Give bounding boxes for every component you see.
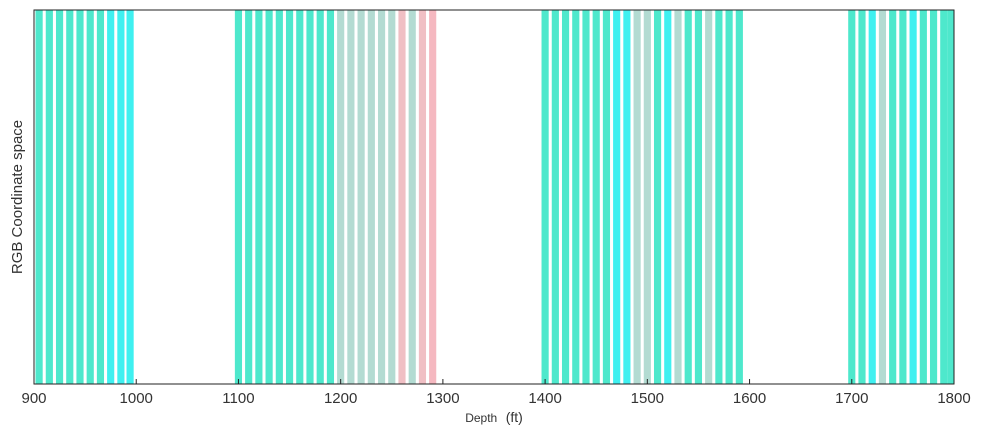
bar-1700 bbox=[848, 10, 856, 384]
bar-925 bbox=[55, 10, 64, 384]
bar-1100 bbox=[234, 10, 243, 384]
bar-935 bbox=[66, 10, 74, 384]
bar-994 bbox=[126, 10, 134, 384]
bar-1510 bbox=[653, 10, 662, 384]
plot-frame bbox=[33, 9, 955, 385]
bar-1790 bbox=[940, 10, 948, 384]
bar-1480 bbox=[623, 10, 631, 384]
bar-1570 bbox=[715, 10, 723, 384]
bar-1520 bbox=[664, 10, 672, 384]
bar-1770 bbox=[919, 10, 927, 384]
bar-1530 bbox=[674, 10, 682, 384]
bar-1560 bbox=[705, 10, 713, 384]
bar-1240 bbox=[377, 10, 386, 384]
x-tick-label-900: 900 bbox=[21, 390, 46, 407]
bar-1290 bbox=[429, 10, 437, 384]
bar-1400 bbox=[541, 10, 549, 384]
x-tick-label-1300: 1300 bbox=[426, 390, 459, 407]
bars-group bbox=[35, 10, 954, 384]
x-axis-label: Depth (ft) bbox=[465, 409, 523, 426]
bar-1410 bbox=[551, 10, 559, 384]
bar-1750 bbox=[899, 10, 907, 384]
bar-1540 bbox=[684, 10, 692, 384]
bar-1130 bbox=[265, 10, 273, 384]
bar-1420 bbox=[561, 10, 570, 384]
x-tick-label-1700: 1700 bbox=[835, 390, 868, 407]
x-tick-label-1100: 1100 bbox=[222, 390, 254, 407]
bar-1430 bbox=[572, 10, 580, 384]
bar-915 bbox=[45, 10, 53, 384]
bar-1720 bbox=[868, 10, 876, 384]
bar-1760 bbox=[909, 10, 917, 384]
x-axis-label-text: Depth bbox=[465, 411, 497, 425]
bar-1580 bbox=[725, 10, 733, 384]
bar-1200 bbox=[337, 10, 345, 384]
bar-1260 bbox=[398, 10, 406, 384]
bar-975 bbox=[107, 10, 115, 384]
x-tick-label-1200: 1200 bbox=[324, 390, 357, 407]
bar-945 bbox=[76, 10, 84, 384]
bar-1210 bbox=[347, 10, 355, 384]
bar-1590 bbox=[735, 10, 743, 384]
x-tick-label-1800: 1800 bbox=[937, 390, 970, 407]
bar-905 bbox=[35, 10, 43, 384]
bar-1160 bbox=[296, 10, 304, 384]
bar-1270 bbox=[408, 10, 416, 384]
bar-1110 bbox=[245, 10, 253, 384]
bar-1220 bbox=[357, 10, 365, 384]
bar-1460 bbox=[602, 10, 611, 384]
x-tick-label-1400: 1400 bbox=[528, 390, 561, 407]
bar-1280 bbox=[418, 10, 427, 384]
bar-1550 bbox=[694, 10, 703, 384]
bar-955 bbox=[86, 10, 94, 384]
bar-1150 bbox=[285, 10, 294, 384]
bar-1450 bbox=[592, 10, 600, 384]
x-tick-label-1600: 1600 bbox=[733, 390, 766, 407]
bar-965 bbox=[96, 10, 105, 384]
bar-1230 bbox=[367, 10, 375, 384]
x-tick-label-1500: 1500 bbox=[631, 390, 664, 407]
x-tick-label-1000: 1000 bbox=[120, 390, 153, 407]
bar-1250 bbox=[388, 10, 396, 384]
bar-1797 bbox=[947, 10, 954, 384]
x-axis-label-unit: (ft) bbox=[506, 409, 523, 425]
y-axis-label: RGB Coordinate space bbox=[9, 120, 26, 274]
bar-1780 bbox=[929, 10, 938, 384]
x-axis-ticks: 900 1000 1100 1200 1300 1400 1500 1600 1700 1800 bbox=[21, 379, 971, 407]
bar-1440 bbox=[582, 10, 590, 384]
bar-985 bbox=[117, 10, 125, 384]
bar-1470 bbox=[613, 10, 621, 384]
bar-1500 bbox=[643, 10, 651, 384]
bar-1490 bbox=[633, 10, 641, 384]
bar-1140 bbox=[275, 10, 283, 384]
bar-1170 bbox=[306, 10, 314, 384]
bar-1710 bbox=[858, 10, 866, 384]
bar-1740 bbox=[889, 10, 897, 384]
bar-1730 bbox=[878, 10, 887, 384]
bar-1190 bbox=[326, 10, 335, 384]
bar-1180 bbox=[316, 10, 324, 384]
bar-1120 bbox=[255, 10, 263, 384]
